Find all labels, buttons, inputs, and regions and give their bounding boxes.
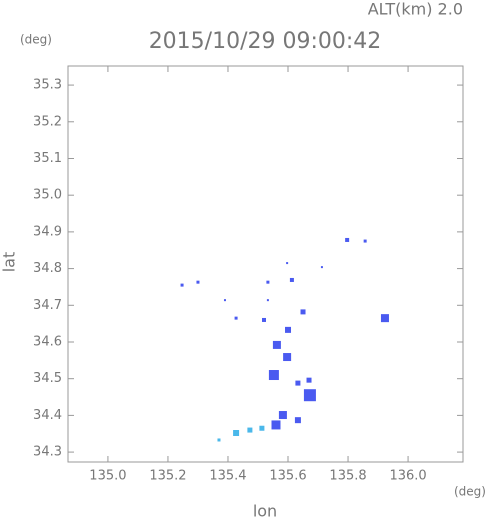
echo-point xyxy=(283,353,292,362)
echo-point xyxy=(295,380,301,386)
y-axis-label: lat xyxy=(0,252,19,273)
x-tick-label: 136.0 xyxy=(389,469,426,484)
echo-point xyxy=(306,377,312,383)
echo-point xyxy=(285,326,292,333)
echo-point xyxy=(261,317,266,322)
echo-point xyxy=(345,237,350,242)
y-tick-label: 34.5 xyxy=(33,371,62,386)
echo-point xyxy=(303,389,316,402)
echo-point xyxy=(272,340,281,349)
echo-point xyxy=(294,417,301,424)
echo-point xyxy=(266,299,269,302)
echo-point xyxy=(380,314,389,323)
echo-point xyxy=(196,280,200,284)
echo-point xyxy=(271,420,281,430)
echo-point xyxy=(286,262,289,265)
echo-point xyxy=(300,309,306,315)
echo-point xyxy=(233,430,240,437)
y-tick-label: 35.1 xyxy=(33,151,62,166)
chart-title: 2015/10/29 09:00:42 xyxy=(149,29,382,54)
echo-point xyxy=(268,370,279,381)
y-tick-label: 34.6 xyxy=(33,334,62,349)
y-tick-label: 35.0 xyxy=(33,188,62,203)
y-tick-label: 34.3 xyxy=(33,445,62,460)
echo-point xyxy=(247,427,253,433)
y-tick-label: 34.8 xyxy=(33,261,62,276)
echo-point xyxy=(320,266,323,269)
x-axis-label: lon xyxy=(253,502,277,521)
y-tick-label: 34.9 xyxy=(33,224,62,239)
x-unit: (deg) xyxy=(454,485,486,499)
y-unit: (deg) xyxy=(20,33,52,47)
x-tick-label: 135.4 xyxy=(209,469,246,484)
echo-point xyxy=(363,239,367,243)
y-tick-label: 34.7 xyxy=(33,298,62,313)
annotation: ALT(km) 2.0 xyxy=(368,0,463,19)
x-tick-label: 135.6 xyxy=(269,469,306,484)
echo-point xyxy=(180,283,184,287)
x-tick-label: 135.8 xyxy=(329,469,366,484)
plot-frame xyxy=(67,65,464,463)
x-tick-label: 135.2 xyxy=(149,469,186,484)
y-tick-label: 34.4 xyxy=(33,408,62,423)
echo-point xyxy=(289,277,294,282)
echo-point xyxy=(259,425,265,431)
y-tick-label: 35.2 xyxy=(33,114,62,129)
echo-point xyxy=(278,411,287,420)
echo-point xyxy=(266,280,270,284)
echo-point xyxy=(217,438,221,442)
echo-point xyxy=(223,299,226,302)
echo-point xyxy=(234,316,238,320)
y-tick-label: 35.3 xyxy=(33,78,62,93)
x-tick-label: 135.0 xyxy=(89,469,126,484)
